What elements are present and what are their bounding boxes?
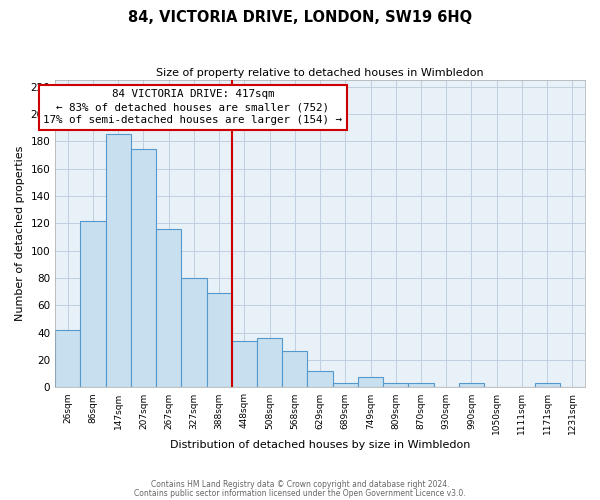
Bar xyxy=(106,134,131,388)
Text: 84 VICTORIA DRIVE: 417sqm
← 83% of detached houses are smaller (752)
17% of semi: 84 VICTORIA DRIVE: 417sqm ← 83% of detac… xyxy=(43,89,343,126)
Bar xyxy=(55,330,80,388)
Bar xyxy=(332,384,358,388)
Text: 84, VICTORIA DRIVE, LONDON, SW19 6HQ: 84, VICTORIA DRIVE, LONDON, SW19 6HQ xyxy=(128,10,472,25)
Title: Size of property relative to detached houses in Wimbledon: Size of property relative to detached ho… xyxy=(156,68,484,78)
Bar xyxy=(282,350,307,388)
Bar xyxy=(409,384,434,388)
Bar xyxy=(80,220,106,388)
Bar xyxy=(206,293,232,388)
Bar xyxy=(156,229,181,388)
Text: Contains public sector information licensed under the Open Government Licence v3: Contains public sector information licen… xyxy=(134,488,466,498)
X-axis label: Distribution of detached houses by size in Wimbledon: Distribution of detached houses by size … xyxy=(170,440,470,450)
Bar xyxy=(459,384,484,388)
Bar xyxy=(181,278,206,388)
Bar xyxy=(535,384,560,388)
Bar xyxy=(383,384,409,388)
Bar xyxy=(358,376,383,388)
Text: Contains HM Land Registry data © Crown copyright and database right 2024.: Contains HM Land Registry data © Crown c… xyxy=(151,480,449,489)
Bar xyxy=(131,150,156,388)
Bar xyxy=(307,371,332,388)
Bar xyxy=(232,341,257,388)
Bar xyxy=(257,338,282,388)
Y-axis label: Number of detached properties: Number of detached properties xyxy=(15,146,25,322)
